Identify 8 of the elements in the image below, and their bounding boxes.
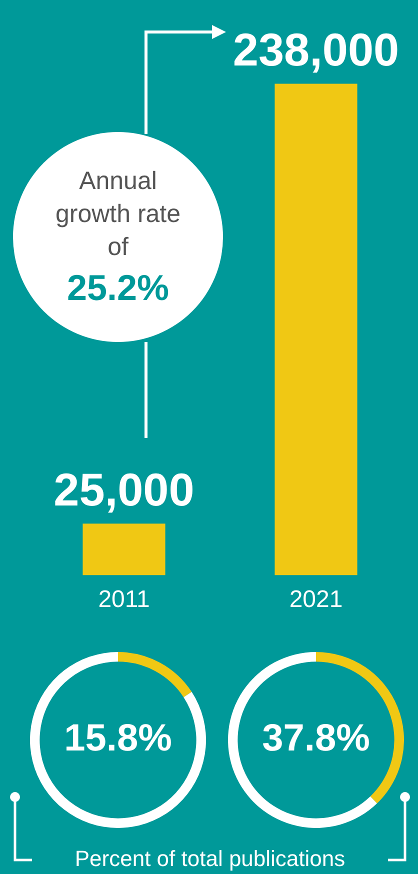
data-label: 25,000 bbox=[54, 463, 194, 516]
data-label: 238,000 bbox=[232, 23, 400, 76]
annotation: Annual growth rate of 25.2% bbox=[54, 166, 182, 310]
text: Percent of total publications bbox=[74, 846, 346, 872]
data-label: 15.8% bbox=[64, 717, 172, 760]
data-label: 37.8% bbox=[262, 717, 370, 760]
x-tick-label: 2011 bbox=[98, 586, 150, 614]
x-tick-label: 2021 bbox=[289, 586, 343, 614]
